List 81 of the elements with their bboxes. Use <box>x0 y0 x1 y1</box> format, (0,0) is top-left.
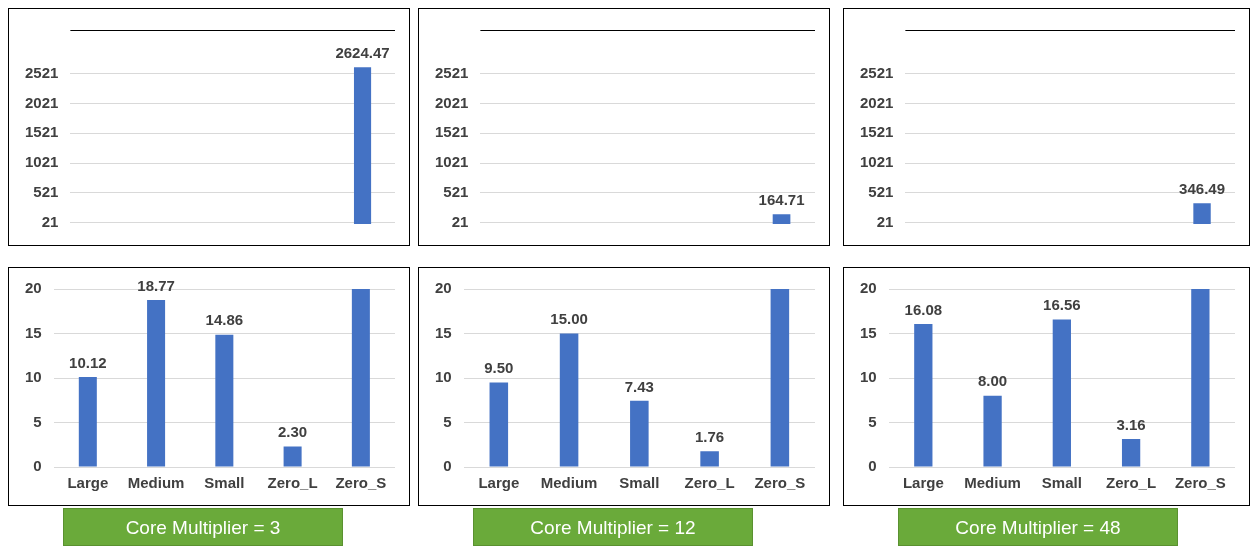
x-tick-label: Zero_L <box>267 474 318 492</box>
y-tick-label: 2021 <box>859 93 894 111</box>
text: Core Multiplier = 3 <box>63 508 343 546</box>
bar <box>78 376 97 467</box>
y-tick-label: 1021 <box>859 153 894 171</box>
bar <box>283 446 302 467</box>
data-label: 2624.47 <box>335 43 390 61</box>
y-tick-label: 21 <box>451 212 469 230</box>
bar <box>630 400 649 467</box>
data-label: 8.00 <box>977 372 1008 390</box>
data-label: 16.56 <box>1043 296 1081 314</box>
data-label: 9.50 <box>484 359 514 377</box>
x-tick-label: Zero_L <box>684 474 735 492</box>
x-tick-label: Zero_S <box>1174 474 1226 492</box>
data-label: 16.08 <box>904 300 943 318</box>
bar <box>489 382 509 467</box>
y-tick-label: 5 <box>33 412 42 430</box>
x-tick-label: Large <box>67 474 109 492</box>
y-tick-label: 21 <box>41 212 59 230</box>
y-tick-label: 521 <box>33 183 59 201</box>
y-tick-label: 1021 <box>434 153 469 171</box>
bar <box>914 323 933 467</box>
data-label: 10.12 <box>69 353 107 371</box>
bar <box>351 289 370 467</box>
y-tick-label: 0 <box>868 457 877 475</box>
y-tick-label: 10 <box>25 368 42 386</box>
data-label: 164.71 <box>758 190 805 208</box>
y-tick-label: 521 <box>868 183 894 201</box>
data-label: 18.77 <box>137 276 175 294</box>
bar <box>1121 438 1141 467</box>
y-tick-label: 2521 <box>24 63 59 81</box>
y-tick-label: 2521 <box>434 63 469 81</box>
data-label: 3.16 <box>1116 415 1146 433</box>
x-tick-label: Medium <box>540 474 598 492</box>
y-tick-label: 1521 <box>859 123 894 141</box>
bar <box>1191 289 1210 467</box>
y-tick-label: 21 <box>876 212 894 230</box>
data-label: 1.76 <box>695 427 725 445</box>
x-tick-label: Small <box>204 474 245 492</box>
y-tick-label: 15 <box>25 323 42 341</box>
y-tick-label: 2021 <box>24 93 59 111</box>
x-tick-label: Large <box>902 474 944 492</box>
y-tick-label: 521 <box>443 183 469 201</box>
y-tick-label: 10 <box>860 368 877 386</box>
y-tick-label: 2021 <box>434 93 469 111</box>
text: Core Multiplier = 48 <box>898 508 1178 546</box>
y-tick-label: 5 <box>868 412 877 430</box>
y-tick-label: 1021 <box>24 153 59 171</box>
x-tick-label: Medium <box>127 474 185 492</box>
bar <box>147 299 166 467</box>
y-tick-label: 1521 <box>24 123 59 141</box>
bar <box>983 395 1002 467</box>
y-tick-label: 1521 <box>434 123 469 141</box>
y-tick-label: 10 <box>435 368 452 386</box>
bar <box>1052 319 1071 467</box>
y-tick-label: 20 <box>435 279 452 297</box>
data-label: 14.86 <box>205 311 244 329</box>
data-label: 2.30 <box>278 423 308 441</box>
x-tick-label: Small <box>619 474 660 492</box>
data-label: 7.43 <box>624 377 654 395</box>
x-tick-label: Medium <box>964 474 1021 492</box>
y-tick-label: 0 <box>33 457 42 475</box>
y-tick-label: 15 <box>435 323 452 341</box>
y-tick-label: 5 <box>443 412 452 430</box>
bar <box>559 333 579 467</box>
data-label: 15.00 <box>550 310 588 328</box>
y-tick-label: 0 <box>443 457 452 475</box>
y-tick-label: 20 <box>860 279 877 297</box>
y-tick-label: 2521 <box>859 63 894 81</box>
data-label: 346.49 <box>1179 179 1225 197</box>
bar <box>770 289 790 467</box>
bar <box>700 451 719 467</box>
x-tick-label: Large <box>478 474 520 492</box>
x-tick-label: Zero_L <box>1106 474 1157 492</box>
x-tick-label: Zero_S <box>335 474 387 492</box>
bar <box>215 334 234 467</box>
y-tick-label: 20 <box>25 279 42 297</box>
x-tick-label: Small <box>1041 474 1082 492</box>
x-tick-label: Zero_S <box>754 474 806 492</box>
y-tick-label: 15 <box>860 323 877 341</box>
text: Core Multiplier = 12 <box>473 508 753 546</box>
